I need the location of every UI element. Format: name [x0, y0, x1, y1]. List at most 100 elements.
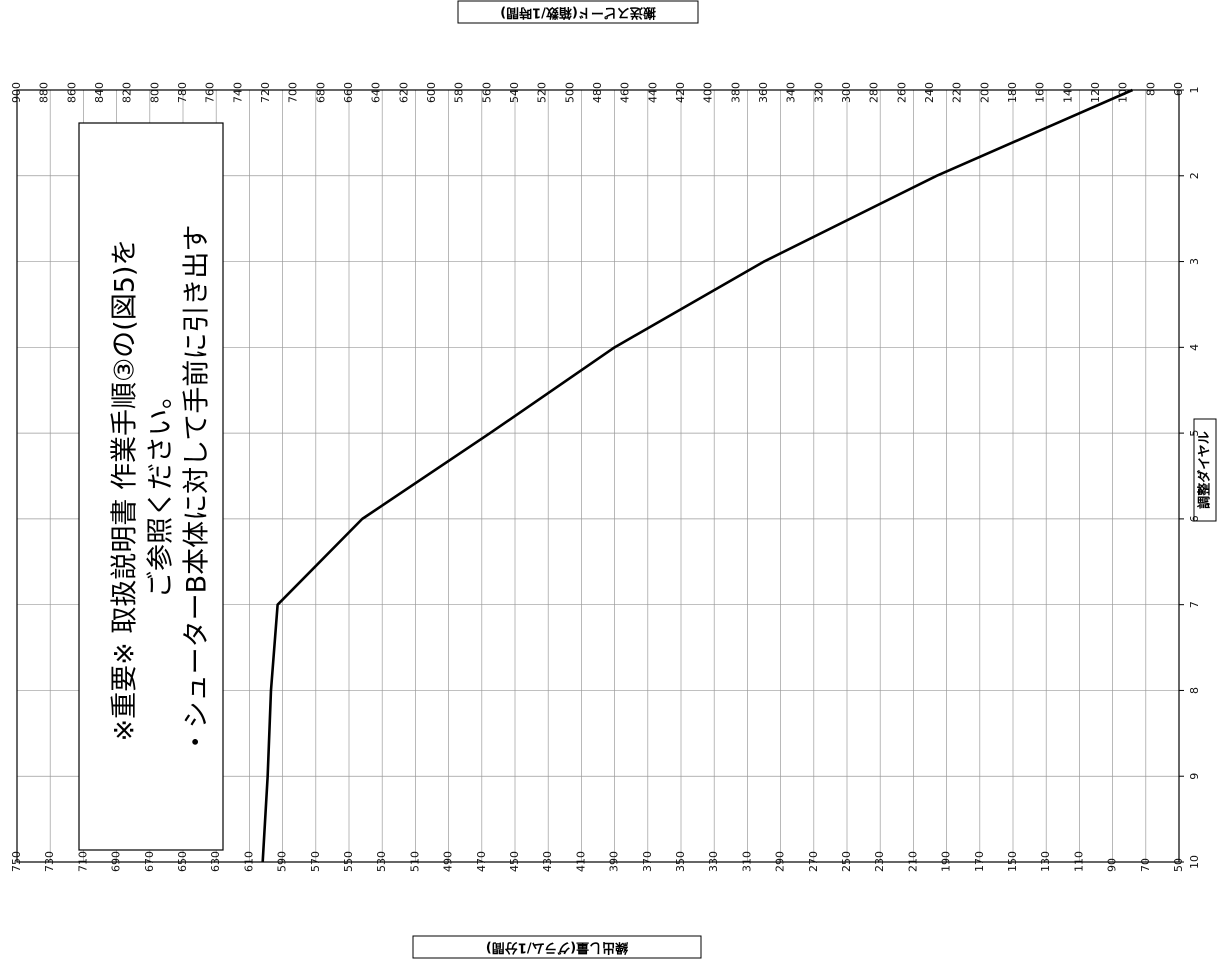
secondary-y-axis-title: 搬送スピード(箱数/1時間) — [457, 0, 699, 24]
annotation-line-1: ※重要※ 取扱説明書 作業手順③の(図5)を — [110, 239, 141, 742]
x-tick-label: 9 — [1188, 773, 1201, 780]
x-tick-label: 1 — [1188, 87, 1201, 94]
y-tick-label: 430 — [541, 851, 554, 872]
y2-tick-label: 80 — [1144, 82, 1157, 96]
y2-tick-label: 820 — [121, 82, 134, 103]
x-tick-label: 2 — [1188, 172, 1201, 179]
x-tick-label: 10 — [1188, 855, 1201, 869]
y2-tick-label: 340 — [785, 82, 798, 103]
y-tick-label: 510 — [408, 851, 421, 872]
x-axis-title: 調整ダイヤル — [1193, 418, 1217, 522]
y2-tick-label: 600 — [425, 82, 438, 103]
y2-tick-label: 380 — [729, 82, 742, 103]
y-tick-label: 670 — [143, 851, 156, 872]
annotation-line-2: ご参照ください。 — [146, 382, 177, 598]
y2-tick-label: 860 — [65, 82, 78, 103]
y-tick-label: 630 — [209, 851, 222, 872]
y2-tick-label: 880 — [38, 82, 51, 103]
y-tick-label: 730 — [43, 851, 56, 872]
y2-tick-label: 160 — [1034, 82, 1047, 103]
y-tick-label: 90 — [1106, 858, 1119, 872]
plot-area-frame — [16, 89, 1180, 863]
y-tick-label: 230 — [873, 851, 886, 872]
y2-tick-label: 180 — [1006, 82, 1019, 103]
y-tick-label: 50 — [1172, 858, 1185, 872]
y-tick-label: 470 — [475, 851, 488, 872]
y-gridlines — [16, 90, 1180, 862]
y2-tick-label: 660 — [342, 82, 355, 103]
y-tick-label: 410 — [574, 851, 587, 872]
y2-tick-label: 300 — [840, 82, 853, 103]
y2-tick-label: 800 — [148, 82, 161, 103]
y-tick-label: 70 — [1139, 858, 1152, 872]
y2-tick-label: 100 — [1117, 82, 1130, 103]
y-axis-title: 繰出し量(グラム/1分間) — [412, 935, 702, 959]
y-tick-label: 450 — [508, 851, 521, 872]
y-tick-label: 370 — [641, 851, 654, 872]
y-tick-label: 530 — [375, 851, 388, 872]
y-tick-label: 610 — [242, 851, 255, 872]
y-tick-label: 150 — [1006, 851, 1019, 872]
x-tick-label: 4 — [1188, 344, 1201, 351]
y2-tick-label: 500 — [563, 82, 576, 103]
y2-tick-label: 720 — [259, 82, 272, 103]
y-tick-label: 490 — [442, 851, 455, 872]
y2-tick-label: 700 — [287, 82, 300, 103]
y-tick-label: 390 — [608, 851, 621, 872]
y2-tick-label: 420 — [674, 82, 687, 103]
y-tick-label: 650 — [176, 851, 189, 872]
y-axis-title-text: 繰出し量(グラム/1分間) — [486, 940, 628, 956]
y-tick-label: 130 — [1039, 851, 1052, 872]
tick-labels: 5070901101301501701902102302502702903103… — [10, 82, 1201, 872]
y-tick-label: 250 — [840, 851, 853, 872]
y-tick-label: 550 — [342, 851, 355, 872]
x-axis-title-text: 調整ダイヤル — [1197, 431, 1213, 509]
annotation-box: ※重要※ 取扱説明書 作業手順③の(図5)を ご参照ください。 ・シューターB本… — [78, 122, 224, 851]
y-tick-label: 590 — [276, 851, 289, 872]
x-tick-label: 8 — [1188, 687, 1201, 694]
y2-tick-label: 240 — [923, 82, 936, 103]
y-tick-label: 310 — [740, 851, 753, 872]
y2-tick-label: 60 — [1172, 82, 1185, 96]
series-line — [261, 88, 1134, 863]
y-tick-label: 330 — [707, 851, 720, 872]
y2-tick-label: 620 — [397, 82, 410, 103]
y-tick-label: 350 — [674, 851, 687, 872]
y-tick-label: 270 — [807, 851, 820, 872]
y2-tick-label: 280 — [868, 82, 881, 103]
y-tick-label: 570 — [309, 851, 322, 872]
y2-tick-label: 760 — [204, 82, 217, 103]
y-tick-label: 750 — [10, 851, 23, 872]
y2-tick-label: 400 — [702, 82, 715, 103]
y2-tick-label: 360 — [757, 82, 770, 103]
annotation-line-3: ・シューターB本体に対して手前に引き出す — [182, 225, 213, 756]
y2-tick-label: 640 — [370, 82, 383, 103]
y2-tick-label: 140 — [1061, 82, 1074, 103]
y2-tick-label: 220 — [951, 82, 964, 103]
y-tick-label: 690 — [110, 851, 123, 872]
y2-tick-label: 120 — [1089, 82, 1102, 103]
y2-tick-label: 200 — [978, 82, 991, 103]
y2-tick-label: 900 — [10, 82, 23, 103]
y-tick-label: 170 — [973, 851, 986, 872]
y2-tick-label: 320 — [812, 82, 825, 103]
y-tick-label: 290 — [774, 851, 787, 872]
x-tick-label: 3 — [1188, 258, 1201, 265]
y2-tick-label: 560 — [480, 82, 493, 103]
x-tick-label: 7 — [1188, 601, 1201, 608]
y2-tick-label: 540 — [508, 82, 521, 103]
y2-tick-label: 580 — [453, 82, 466, 103]
y2-tick-label: 680 — [314, 82, 327, 103]
y2-tick-label: 440 — [646, 82, 659, 103]
y2-tick-label: 840 — [93, 82, 106, 103]
y2-tick-label: 260 — [895, 82, 908, 103]
y2-tick-label: 740 — [231, 82, 244, 103]
y2-tick-label: 520 — [536, 82, 549, 103]
y-tick-label: 710 — [76, 851, 89, 872]
y-tick-label: 190 — [940, 851, 953, 872]
y2-tick-label: 780 — [176, 82, 189, 103]
y2-tick-label: 480 — [591, 82, 604, 103]
y-tick-label: 210 — [906, 851, 919, 872]
data-points — [263, 90, 1133, 862]
